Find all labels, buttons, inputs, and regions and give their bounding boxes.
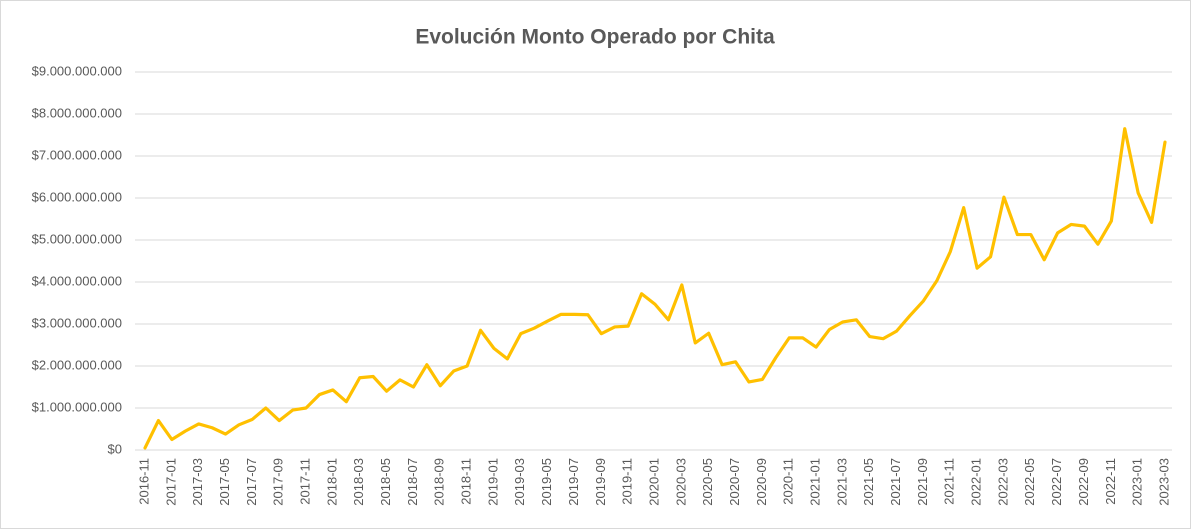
x-tick-label: 2018-05 xyxy=(378,458,393,506)
x-tick-label: 2017-01 xyxy=(163,458,178,506)
y-tick-label: $4.000.000.000 xyxy=(32,273,122,288)
x-tick-label: 2017-07 xyxy=(244,458,259,506)
x-tick-label: 2021-05 xyxy=(861,458,876,506)
x-tick-label: 2017-05 xyxy=(217,458,232,506)
x-tick-label: 2023-03 xyxy=(1156,458,1171,506)
x-tick-label: 2021-03 xyxy=(834,458,849,506)
x-tick-label: 2019-09 xyxy=(593,458,608,506)
x-tick-label: 2017-11 xyxy=(297,458,312,505)
x-tick-label: 2022-01 xyxy=(969,458,984,506)
x-tick-label: 2019-07 xyxy=(566,458,581,506)
x-tick-label: 2023-01 xyxy=(1130,458,1145,506)
x-tick-label: 2022-05 xyxy=(1022,458,1037,506)
y-tick-label: $1.000.000.000 xyxy=(32,399,122,414)
x-tick-label: 2017-09 xyxy=(271,458,286,506)
chart-title: Evolución Monto Operado por Chita xyxy=(415,26,775,49)
x-tick-label: 2020-07 xyxy=(727,458,742,506)
y-tick-label: $9.000.000.000 xyxy=(32,63,122,78)
x-tick-label: 2020-05 xyxy=(700,458,715,506)
x-tick-label: 2018-03 xyxy=(351,458,366,506)
x-tick-label: 2018-07 xyxy=(405,458,420,506)
x-tick-label: 2018-09 xyxy=(432,458,447,506)
data-line xyxy=(143,127,1167,450)
y-tick-label: $5.000.000.000 xyxy=(32,231,122,246)
x-tick-label: 2021-09 xyxy=(915,458,930,506)
x-tick-label: 2021-07 xyxy=(888,458,903,506)
x-tick-label: 2017-03 xyxy=(190,458,205,506)
x-tick-label: 2018-01 xyxy=(324,458,339,506)
x-tick-label: 2019-03 xyxy=(512,458,527,506)
x-tick-label: 2021-11 xyxy=(942,458,957,505)
x-tick-label: 2020-01 xyxy=(646,458,661,506)
x-tick-label: 2020-11 xyxy=(781,458,796,505)
y-tick-label: $7.000.000.000 xyxy=(32,147,122,162)
x-tick-label: 2019-01 xyxy=(485,458,500,506)
x-tick-label: 2016-11 xyxy=(136,458,151,505)
y-tick-label: $8.000.000.000 xyxy=(32,105,122,120)
x-tick-label: 2022-07 xyxy=(1049,458,1064,506)
x-tick-label: 2021-01 xyxy=(807,458,822,506)
x-tick-label: 2019-11 xyxy=(620,458,635,505)
x-tick-label: 2019-05 xyxy=(539,458,554,506)
y-tick-label: $6.000.000.000 xyxy=(32,189,122,204)
y-tick-label: $3.000.000.000 xyxy=(32,315,122,330)
x-tick-label: 2022-03 xyxy=(995,458,1010,506)
x-tick-label: 2020-03 xyxy=(673,458,688,506)
x-tick-label: 2018-11 xyxy=(459,458,474,505)
x-tick-label: 2022-11 xyxy=(1103,458,1118,505)
x-tick-label: 2020-09 xyxy=(754,458,769,506)
x-tick-label: 2022-09 xyxy=(1076,458,1091,506)
y-tick-label: $2.000.000.000 xyxy=(32,357,122,372)
y-tick-label: $0 xyxy=(108,441,122,456)
